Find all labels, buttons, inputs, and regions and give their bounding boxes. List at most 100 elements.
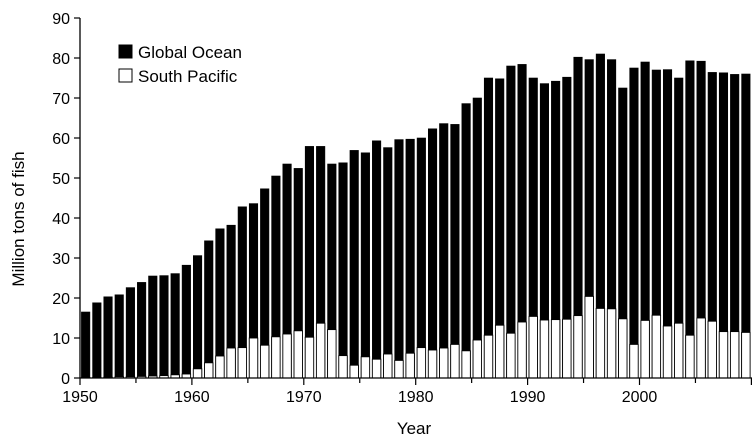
bars-group	[80, 53, 751, 379]
bar-south-pacific-1974	[349, 364, 359, 379]
bar-global-ocean-1985	[472, 97, 482, 379]
bar-global-ocean-1959	[181, 264, 191, 379]
bar-south-pacific-2009	[741, 331, 751, 379]
bar-south-pacific-1981	[427, 349, 438, 379]
bar-south-pacific-1964	[237, 347, 248, 379]
bar-south-pacific-1977	[383, 353, 393, 379]
bar-south-pacific-1988	[506, 332, 516, 379]
bar-south-pacific-1972	[327, 329, 337, 379]
bar-global-ocean-1999	[629, 67, 639, 379]
bar-south-pacific-1993	[562, 318, 572, 379]
bar-global-ocean-1986	[483, 77, 494, 379]
bar-global-ocean-1978	[394, 139, 404, 379]
bar-south-pacific-1961	[204, 362, 214, 379]
y-tick-label-70: 70	[52, 91, 70, 108]
bar-south-pacific-1997	[606, 308, 617, 379]
bar-south-pacific-1962	[215, 355, 225, 379]
axes-group: 0 10 20 30 40 50 60 70 80 90 1950 1960 1970 1980 1990 2…	[52, 11, 753, 406]
bar-global-ocean-1982	[439, 123, 449, 379]
bar-south-pacific-1971	[315, 322, 326, 379]
bar-global-ocean-1955	[137, 282, 147, 379]
x-tick-label-1990: 1990	[510, 389, 546, 406]
bar-south-pacific-2000	[640, 319, 650, 379]
legend-label-south-pacific: South Pacific	[138, 67, 238, 86]
bar-south-pacific-1966	[259, 344, 270, 379]
bar-global-ocean-1980	[416, 137, 426, 379]
bar-south-pacific-1965	[248, 337, 259, 379]
bar-global-ocean-1957	[159, 275, 169, 379]
bar-global-ocean-1953	[114, 294, 124, 379]
bar-global-ocean-1974	[349, 150, 359, 379]
x-tick-label-1950: 1950	[62, 389, 98, 406]
bar-south-pacific-1975	[360, 356, 371, 379]
y-tick-label-30: 30	[52, 251, 70, 268]
bar-global-ocean-1951	[92, 302, 102, 379]
bar-global-ocean-1956	[148, 275, 158, 379]
bar-south-pacific-2004	[685, 334, 695, 379]
bar-global-ocean-1961	[204, 240, 214, 379]
bar-south-pacific-1978	[394, 359, 404, 379]
bar-global-ocean-1958	[170, 273, 180, 379]
bar-south-pacific-1987	[494, 324, 505, 379]
bar-south-pacific-1990	[528, 315, 538, 379]
bar-global-ocean-1976	[372, 140, 382, 379]
y-tick-label-20: 20	[52, 291, 70, 308]
bar-global-ocean-2004	[685, 60, 695, 379]
bar-south-pacific-1970	[304, 336, 315, 379]
x-tick-label-1980: 1980	[398, 389, 434, 406]
bar-global-ocean-1975	[360, 152, 370, 379]
legend: Global Ocean South Pacific	[118, 43, 242, 86]
bar-south-pacific-1984	[461, 350, 471, 379]
bar-south-pacific-1982	[439, 347, 449, 379]
x-tick-label-1970: 1970	[286, 389, 322, 406]
legend-label-global-ocean: Global Ocean	[138, 43, 242, 62]
bar-south-pacific-1983	[450, 343, 460, 379]
bar-global-ocean-1983	[450, 124, 460, 379]
bar-south-pacific-1985	[472, 339, 482, 379]
bar-global-ocean-1984	[461, 103, 471, 379]
bar-south-pacific-1968	[282, 333, 292, 379]
y-tick-label-90: 90	[52, 11, 70, 28]
bar-south-pacific-2002	[662, 325, 673, 379]
x-tick-label-1960: 1960	[174, 389, 210, 406]
y-tick-label-10: 10	[52, 331, 70, 348]
y-tick-label-40: 40	[52, 211, 70, 228]
bar-south-pacific-2006	[707, 320, 717, 379]
y-tick-label-60: 60	[52, 131, 70, 148]
bar-south-pacific-1967	[271, 336, 281, 379]
bar-south-pacific-2008	[729, 331, 740, 379]
bar-global-ocean-1981	[427, 128, 438, 379]
legend-swatch-global-ocean	[118, 44, 133, 59]
bar-global-ocean-1952	[103, 296, 113, 379]
bar-south-pacific-1980	[416, 347, 427, 379]
bar-global-ocean-1979	[405, 138, 415, 379]
x-tick-label-2000: 2000	[622, 389, 658, 406]
bar-global-ocean-1960	[193, 255, 203, 379]
bar-south-pacific-1976	[371, 358, 382, 379]
y-axis-title: Million tons of fish	[9, 151, 28, 286]
bar-south-pacific-2005	[696, 317, 706, 379]
bar-global-ocean-1973	[338, 162, 348, 379]
bar-south-pacific-1969	[293, 330, 303, 379]
bar-south-pacific-1992	[550, 319, 561, 379]
bar-global-ocean-1950	[81, 311, 91, 379]
bar-global-ocean-1954	[125, 287, 135, 379]
bar-south-pacific-2001	[651, 314, 662, 379]
bar-south-pacific-1994	[573, 315, 583, 379]
legend-swatch-south-pacific	[118, 68, 133, 83]
bar-south-pacific-1986	[483, 334, 494, 379]
bar-global-ocean-1977	[383, 147, 393, 379]
bar-south-pacific-1999	[629, 343, 639, 379]
bar-south-pacific-1960	[192, 368, 203, 379]
bar-south-pacific-1973	[338, 355, 348, 379]
bar-south-pacific-1979	[405, 352, 415, 379]
bar-south-pacific-1963	[226, 347, 236, 379]
bar-south-pacific-2003	[674, 322, 684, 379]
bar-south-pacific-1989	[517, 321, 527, 379]
bar-south-pacific-1991	[539, 319, 550, 379]
y-tick-label-0: 0	[61, 371, 70, 388]
bar-south-pacific-1995	[584, 295, 594, 379]
bar-south-pacific-1996	[595, 307, 606, 379]
